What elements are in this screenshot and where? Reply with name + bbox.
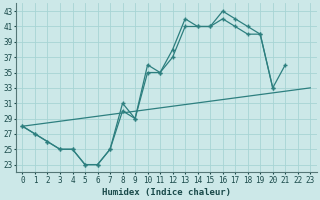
X-axis label: Humidex (Indice chaleur): Humidex (Indice chaleur) <box>102 188 231 197</box>
